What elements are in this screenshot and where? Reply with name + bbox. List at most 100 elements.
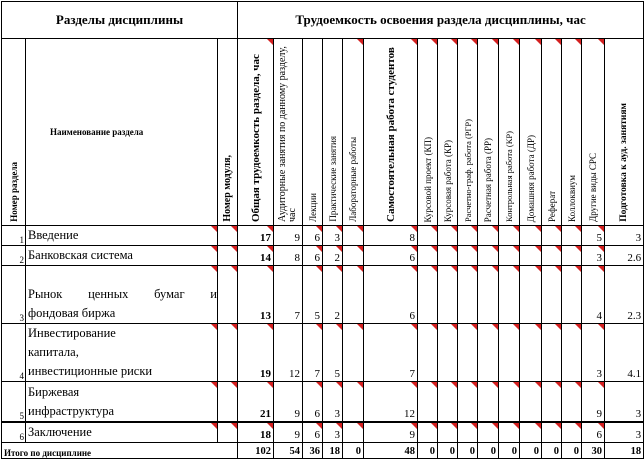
empty-srs-cell [477,225,499,246]
section-name-line: Рынок ценных бумаг и [28,287,217,301]
empty-srs-cell [498,245,520,266]
practical-cell: 2 [322,265,343,324]
col-header-auditorium: Аудиторные занятия по данному разделу, ч… [273,38,303,226]
self-work-cell: 6 [363,265,418,324]
col-header-course-work: Курсовая работа (КР) [437,38,458,226]
total-value-cell: 0 [342,441,364,459]
prep-classes-cell: 2.6 [603,245,644,266]
section-name-line: фондовая биржа [28,306,116,320]
row-number: 3 [1,265,26,324]
empty-srs-cell [417,323,438,382]
group-header-labor: Трудоемкость освоения раздела дисциплины… [236,1,644,39]
table-row: 5 Биржевая инфраструктура 21 9 6 3 12 9 3 [1,381,644,422]
prep-classes-cell: 2.3 [603,265,644,324]
col-header-lab: Лабораторные работы [342,38,364,226]
empty-srs-cell [541,323,562,382]
empty-srs-cell [561,420,582,443]
lab-cell [342,265,364,324]
lectures-cell: 6 [302,420,323,443]
section-name-line: Заключение [28,424,92,439]
empty-srs-cell [561,381,582,422]
col-header-practical: Практические занятия [322,38,343,226]
empty-srs-cell [417,381,438,422]
empty-srs-cell [477,265,499,324]
total-value-cell: 0 [457,441,478,459]
total-labor-cell: 17 [237,225,274,246]
other-srs-cell: 6 [581,420,605,443]
table-row: 1 Введение 17 9 6 3 8 5 3 [1,225,644,246]
total-labor-cell: 13 [237,265,274,324]
total-value-cell: 102 [237,441,274,459]
total-value-cell: 0 [417,441,438,459]
empty-srs-cell [498,323,520,382]
empty-srs-cell [519,225,542,246]
section-name: Введение [25,225,218,246]
module-number-cell [217,323,238,382]
row-number: 5 [1,381,26,422]
module-number-cell [217,420,238,443]
empty-srs-cell [541,225,562,246]
col-header-prep-classes: Подготовка к ауд. занятиям [603,38,644,226]
empty-srs-cell [417,225,438,246]
total-value-cell: 18 [322,441,343,459]
empty-srs-cell [477,420,499,443]
empty-srs-cell [519,265,542,324]
module-number-cell [217,225,238,246]
empty-srs-cell [437,381,458,422]
col-header-colloquium: Коллоквиум [561,38,582,226]
prep-classes-cell: 3 [603,225,644,246]
empty-srs-cell [437,323,458,382]
self-work-cell: 12 [363,381,418,422]
total-value-cell: 18 [603,441,644,459]
auditorium-cell: 9 [273,381,303,422]
col-header-other-srs: Другие виды СРС [581,38,605,226]
col-header-calc-graphic: Расчетно-граф. работа (РГР) [457,38,478,226]
empty-srs-cell [519,323,542,382]
empty-srs-cell [498,381,520,422]
empty-srs-cell [417,265,438,324]
lectures-cell: 6 [302,381,323,422]
col-header-control-work: Контрольная работа (КР) [498,38,520,226]
total-label: Итого по дисциплине [1,441,238,459]
row-number: 1 [1,225,26,246]
total-value-cell: 0 [541,441,562,459]
section-name-line: инфраструктура [28,403,115,418]
empty-srs-cell [417,245,438,266]
total-value-cell: 0 [519,441,542,459]
table-row: 4 Инвестирование капитала, инвестиционные р… [1,323,644,382]
empty-srs-cell [457,265,478,324]
section-name-line: капитала, [28,345,79,359]
auditorium-cell: 7 [273,265,303,324]
prep-classes-cell: 3 [603,381,644,422]
col-header-home-work: Домашняя работа (ДР) [519,38,542,226]
total-value-cell: 0 [498,441,520,459]
module-number-cell [217,381,238,422]
empty-srs-cell [541,420,562,443]
empty-srs-cell [457,245,478,266]
section-name-line: Введение [28,228,79,242]
empty-srs-cell [457,381,478,422]
empty-srs-cell [519,245,542,266]
col-header-self-work: Самостоятельная работа студентов [363,38,418,226]
empty-srs-cell [437,420,458,443]
lab-cell [342,245,364,266]
other-srs-cell: 3 [581,323,605,382]
lectures-cell: 6 [302,245,323,266]
total-value-cell: 0 [477,441,499,459]
auditorium-cell: 12 [273,323,303,382]
col-header-lectures: Лекции [302,38,323,226]
section-name-line: Биржевая [28,384,80,399]
practical-cell: 3 [322,420,343,443]
empty-srs-cell [498,420,520,443]
table-row: 3 Рынок ценных бумаг и фондовая биржа 13 7 5 2… [1,265,644,324]
row-number: 4 [1,323,26,382]
col-header-module-number: Номер модуля, [217,38,238,226]
lectures-cell: 5 [302,265,323,324]
section-name-line: Банковская система [28,248,133,262]
section-name: Биржевая инфраструктура [25,381,218,422]
module-number-cell [217,245,238,266]
empty-srs-cell [519,420,542,443]
empty-srs-cell [561,245,582,266]
col-header-course-project: Курсовой проект (КП) [417,38,438,226]
